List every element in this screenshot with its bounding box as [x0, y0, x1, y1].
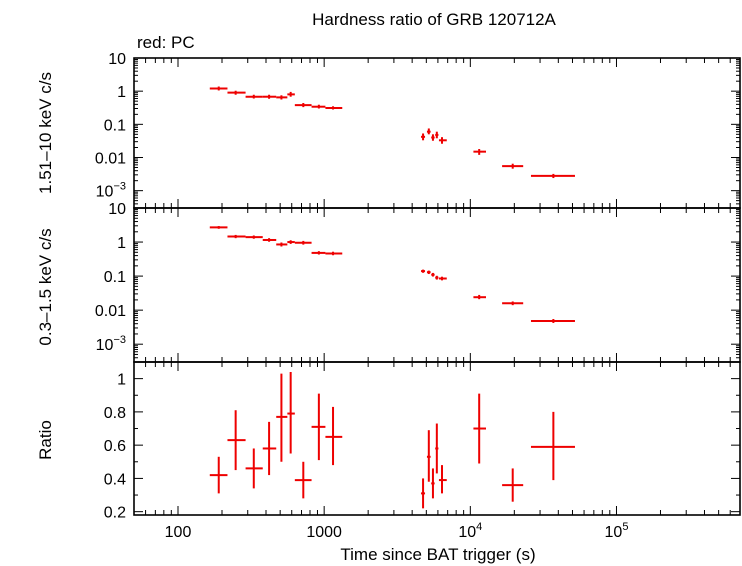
y-tick-label-ratio: 0.8: [104, 405, 126, 422]
y-axis-label-ratio: Ratio: [36, 420, 55, 460]
y-tick-label-soft: 1: [117, 235, 126, 252]
x-tick-label: 100: [165, 524, 192, 541]
x-tick-label: 105: [605, 521, 629, 541]
chart-title: Hardness ratio of GRB 120712A: [312, 10, 556, 29]
legend-label: red: PC: [137, 33, 195, 52]
y-tick-label-soft: 0.01: [95, 303, 126, 320]
x-tick-label: 1000: [306, 524, 342, 541]
x-axis-label: Time since BAT trigger (s): [340, 545, 535, 564]
y-tick-label-hard: 0.1: [104, 117, 126, 134]
y-axis-label-hard: 1.51–10 keV c/s: [36, 72, 55, 194]
y-tick-label-ratio: 0.4: [104, 471, 126, 488]
y-tick-label-soft: 10−3: [96, 334, 126, 354]
y-tick-label-hard: 10−3: [96, 181, 126, 201]
y-tick-label-hard: 1: [117, 84, 126, 101]
plot-layer: 1010.10.0110−31010.10.0110−30.20.40.60.8…: [95, 51, 741, 541]
y-tick-label-ratio: 0.2: [104, 505, 126, 522]
panel-frame-ratio: [133, 361, 741, 516]
y-tick-label-soft: 0.1: [104, 269, 126, 286]
y-tick-label-soft: 10: [108, 201, 126, 218]
y-tick-label-hard: 0.01: [95, 150, 126, 167]
panel-frame-soft: [133, 207, 741, 363]
y-tick-label-hard: 10: [108, 51, 126, 68]
x-tick-label: 104: [458, 521, 482, 541]
y-axis-label-soft: 0.3–1.5 keV c/s: [36, 228, 55, 345]
y-tick-label-ratio: 1: [117, 372, 126, 389]
y-tick-label-ratio: 0.6: [104, 438, 126, 455]
